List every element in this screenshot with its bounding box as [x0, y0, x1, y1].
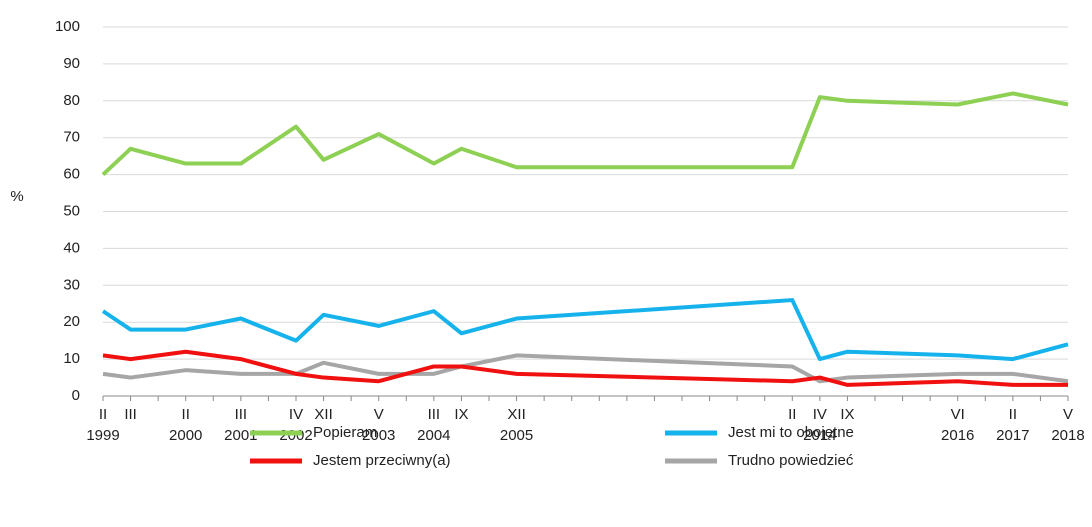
y-tick-label: 100 — [55, 18, 80, 35]
x-tick-year: 2017 — [996, 427, 1029, 444]
legend-label: Jest mi to obojętne — [728, 424, 854, 441]
x-tick-label: III — [235, 406, 248, 423]
y-tick-label: 80 — [63, 92, 80, 109]
series-line — [101, 91, 1069, 177]
x-tick-label: IX — [840, 406, 854, 423]
x-tick-label: II — [182, 406, 190, 423]
x-tick-label: III — [428, 406, 441, 423]
y-tick-label: 30 — [63, 276, 80, 293]
y-tick-label: 50 — [63, 202, 80, 219]
x-tick-label: IV — [813, 406, 827, 423]
x-tick-year: 1999 — [86, 427, 119, 444]
y-tick-label: 40 — [63, 239, 80, 256]
x-tick-year: 2005 — [500, 427, 533, 444]
x-tick-year: 2003 — [362, 427, 395, 444]
x-tick-label: V — [374, 406, 384, 423]
x-tick-year: 2000 — [169, 427, 202, 444]
x-tick-year: 2004 — [417, 427, 450, 444]
x-tick-label: XII — [507, 406, 525, 423]
x-tick-label: V — [1063, 406, 1073, 423]
x-tick-year: 2001 — [224, 427, 257, 444]
series-line — [102, 349, 1068, 387]
y-tick-label: 0 — [72, 387, 80, 404]
x-tick-label: III — [124, 406, 137, 423]
x-tick-year: 2018 — [1051, 427, 1084, 444]
legend-label: Popieram — [313, 424, 377, 441]
y-tick-label: 70 — [63, 129, 80, 146]
legend-label: Jestem przeciwny(a) — [313, 452, 451, 469]
x-tick-label: II — [99, 406, 107, 423]
y-tick-label: 20 — [63, 313, 80, 330]
x-tick-label: II — [788, 406, 796, 423]
x-tick-label: IX — [454, 406, 468, 423]
y-axis-label: % — [10, 188, 23, 205]
x-tick-year: 2016 — [941, 427, 974, 444]
x-tick-label: IV — [289, 406, 303, 423]
series-line — [101, 298, 1069, 362]
x-tick-label: II — [1009, 406, 1017, 423]
y-tick-label: 60 — [63, 166, 80, 183]
y-tick-label: 10 — [63, 350, 80, 367]
x-tick-label: XII — [314, 406, 332, 423]
x-tick-year: 2014 — [803, 427, 836, 444]
y-tick-label: 90 — [63, 55, 80, 72]
legend-label: Trudno powiedzieć — [728, 452, 854, 469]
x-tick-label: VI — [951, 406, 965, 423]
series-line — [102, 353, 1069, 384]
